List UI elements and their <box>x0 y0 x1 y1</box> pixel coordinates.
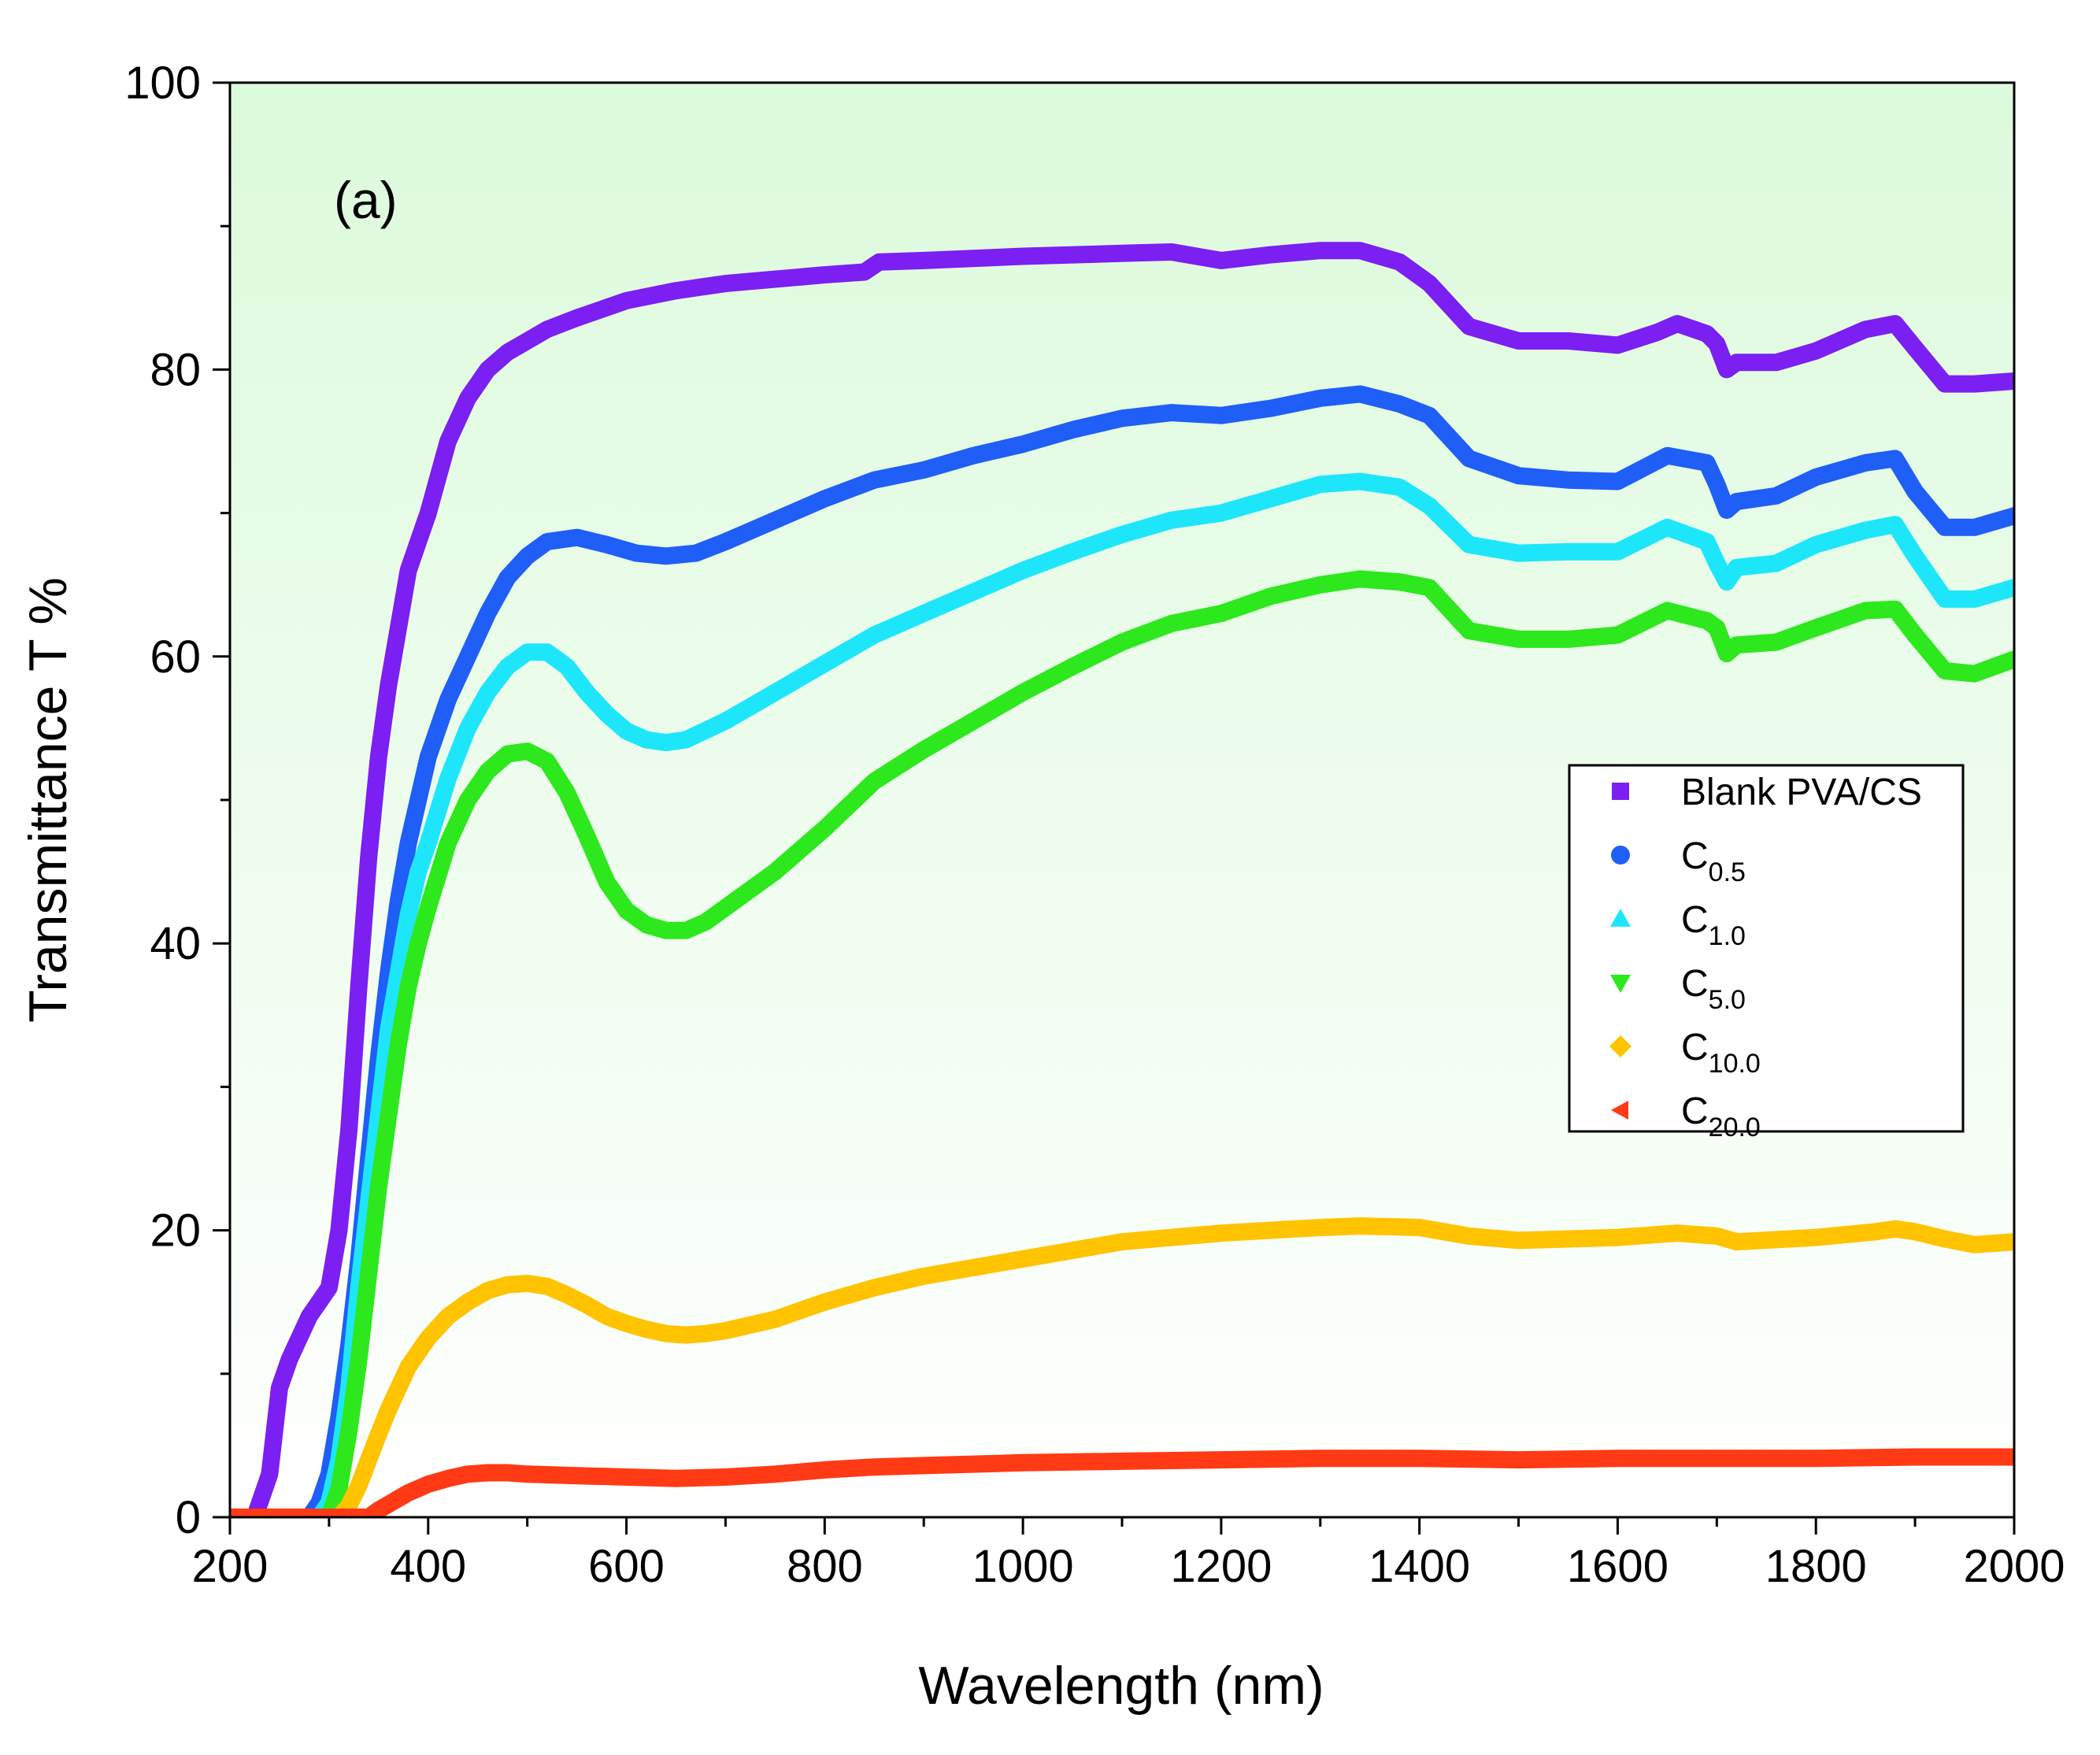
series-line-0 <box>230 242 2014 1517</box>
y-axis-title: Transmittance T % <box>18 577 78 1023</box>
y-tick-label: 40 <box>150 918 201 969</box>
legend-marker-circle <box>1611 846 1630 865</box>
x-axis-title: Wavelength (nm) <box>918 1656 1324 1716</box>
y-tick-label: 20 <box>150 1205 201 1257</box>
x-tick-label: 400 <box>390 1541 466 1592</box>
series-line-5 <box>230 1448 2014 1517</box>
legend-marker-triangle-up <box>1610 909 1631 927</box>
x-tick-label: 1000 <box>972 1541 1074 1592</box>
legend-marker-diamond <box>1609 1035 1631 1057</box>
x-tick-label: 1800 <box>1765 1541 1867 1592</box>
x-tick-label: 1400 <box>1369 1541 1470 1592</box>
x-tick-label: 600 <box>588 1541 665 1592</box>
legend-marker-square <box>1612 783 1629 800</box>
y-tick-label: 100 <box>124 57 201 109</box>
legend-label: Blank PVA/CS <box>1681 772 1922 813</box>
x-tick-label: 1600 <box>1567 1541 1669 1592</box>
annotation-label: (a) <box>334 171 398 229</box>
series-line-2 <box>230 472 2014 1517</box>
legend-box <box>1568 764 1965 1133</box>
legend-marker-triangle-down <box>1610 975 1631 993</box>
x-tick-label: 2000 <box>1963 1541 2065 1592</box>
series-line-4 <box>230 1217 2014 1517</box>
y-tick-label: 0 <box>176 1492 201 1543</box>
y-tick-label: 80 <box>150 344 201 395</box>
legend-marker-triangle-left <box>1611 1101 1628 1120</box>
series-line-3 <box>230 570 2014 1517</box>
series-line-1 <box>230 385 2014 1517</box>
x-tick-label: 200 <box>192 1541 269 1592</box>
x-tick-label: 1200 <box>1170 1541 1272 1592</box>
axis-ticks: 200 400 600 800 1000 1200 1400 1600 1800 2000 0 20 4… <box>124 57 2065 1592</box>
series-layer <box>230 242 2014 1517</box>
x-tick-label: 800 <box>787 1541 863 1592</box>
y-tick-label: 60 <box>150 631 201 683</box>
